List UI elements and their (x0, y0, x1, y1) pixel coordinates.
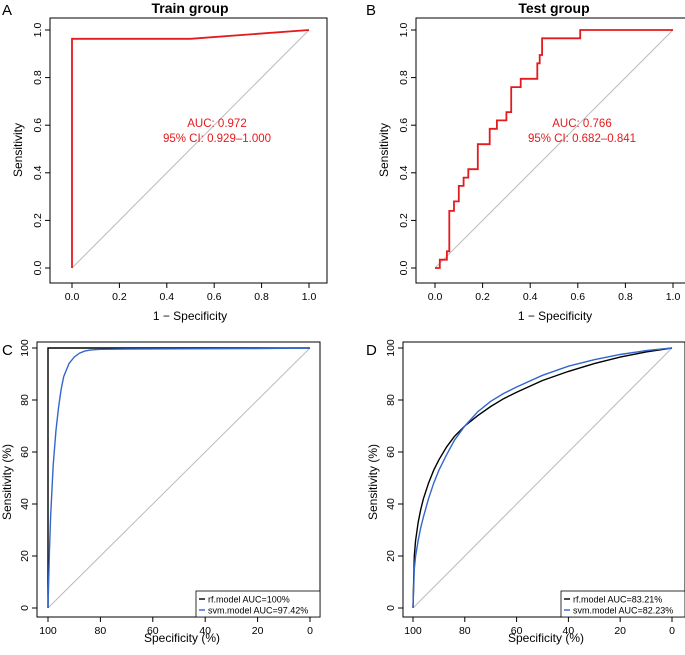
x-tick-label: 0.4 (159, 291, 174, 303)
y-axis-label: Sensitivity (%) (0, 444, 14, 520)
x-tick-label: 60 (511, 625, 523, 637)
plot-frame (415, 17, 685, 284)
panel-label-d: D (366, 342, 377, 359)
x-tick-label: 0.8 (254, 291, 269, 303)
x-tick-label: 100 (39, 625, 57, 637)
y-tick-label: 0.2 (398, 213, 410, 228)
legend-box (195, 590, 321, 618)
legend-entry: rf.model AUC=100% (208, 595, 290, 605)
x-tick-label: 80 (459, 625, 471, 637)
y-tick-label: 1.0 (32, 23, 44, 38)
x-tick-label: 0.0 (65, 291, 80, 303)
y-tick-label: 80 (385, 394, 397, 406)
roc-curve-rf (412, 347, 673, 609)
y-tick-label: 40 (385, 498, 397, 510)
plot-frame (402, 341, 685, 618)
y-tick-label: 20 (385, 550, 397, 562)
reference-diagonal-line (71, 29, 310, 269)
panel-label-c: C (2, 342, 13, 359)
x-tick-label: 0 (307, 625, 313, 637)
x-tick-label: 40 (563, 625, 575, 637)
chart-title-a: Train group (151, 0, 229, 16)
auc-annotation: AUC: 0.972 (187, 118, 246, 130)
y-tick-label: 20 (19, 550, 31, 562)
y-tick-label: 0.8 (398, 70, 410, 85)
y-axis-label: Sensitivity (377, 123, 391, 177)
y-tick-label: 0 (385, 605, 397, 611)
x-tick-label: 80 (95, 625, 107, 637)
x-tick-label: 0.2 (475, 291, 490, 303)
roc-curve-svm (47, 347, 311, 609)
legend-entry: svm.model AUC=82.23% (573, 606, 673, 616)
x-tick-label: 100 (404, 625, 422, 637)
y-tick-label: 0.6 (398, 118, 410, 133)
x-tick-label: 0.2 (112, 291, 127, 303)
x-axis-label: 1 − Specificity (518, 309, 592, 323)
x-tick-label: 0 (669, 625, 675, 637)
y-tick-label: 1.0 (398, 23, 410, 38)
legend-entry: svm.model AUC=97.42% (208, 606, 308, 616)
legend-box (560, 590, 685, 618)
y-tick-label: 40 (19, 498, 31, 510)
roc-curve-main (435, 29, 673, 269)
ci-annotation: 95% CI: 0.682–0.841 (528, 133, 636, 145)
y-axis-label: Sensitivity (11, 123, 25, 177)
x-tick-label: 20 (614, 625, 626, 637)
y-tick-label: 100 (19, 339, 31, 357)
y-tick-label: 0.0 (32, 261, 44, 276)
legend-entry: rf.model AUC=83.21% (573, 595, 662, 605)
x-tick-label: 40 (199, 625, 211, 637)
x-tick-label: 0.8 (618, 291, 633, 303)
y-tick-label: 0.6 (32, 118, 44, 133)
plot-frame (49, 17, 328, 284)
y-axis-label: Sensitivity (%) (366, 444, 380, 520)
y-tick-label: 0 (19, 605, 31, 611)
x-tick-label: 0.0 (428, 291, 443, 303)
y-tick-label: 0.0 (398, 261, 410, 276)
x-tick-label: 0.4 (523, 291, 538, 303)
y-tick-label: 80 (19, 394, 31, 406)
roc-curve-svm (412, 347, 673, 609)
roc-curve-main (71, 29, 310, 268)
x-axis-label: Specificity (%) (508, 631, 584, 645)
x-tick-label: 1.0 (666, 291, 681, 303)
auc-annotation: AUC: 0.766 (552, 118, 611, 130)
y-tick-label: 60 (19, 446, 31, 458)
reference-diagonal-line (412, 347, 673, 609)
chart-title-b: Test group (518, 0, 590, 16)
panel-label-b: B (366, 2, 377, 19)
y-tick-label: 100 (385, 339, 397, 357)
y-tick-label: 60 (385, 446, 397, 458)
x-tick-label: 0.6 (570, 291, 585, 303)
y-tick-label: 0.4 (32, 165, 44, 180)
x-axis-label: Specificity (%) (144, 631, 220, 645)
reference-diagonal-line (47, 347, 311, 609)
x-tick-label: 1.0 (302, 291, 317, 303)
x-axis-label: 1 − Specificity (153, 309, 227, 323)
x-tick-label: 20 (252, 625, 264, 637)
y-tick-label: 0.2 (32, 213, 44, 228)
x-tick-label: 0.6 (207, 291, 222, 303)
plot-frame (36, 341, 321, 618)
reference-diagonal-line (434, 29, 674, 269)
x-tick-label: 60 (147, 625, 159, 637)
panel-label-a: A (2, 2, 13, 19)
y-tick-label: 0.8 (32, 70, 44, 85)
ci-annotation: 95% CI: 0.929–1.000 (163, 133, 271, 145)
y-tick-label: 0.4 (398, 165, 410, 180)
